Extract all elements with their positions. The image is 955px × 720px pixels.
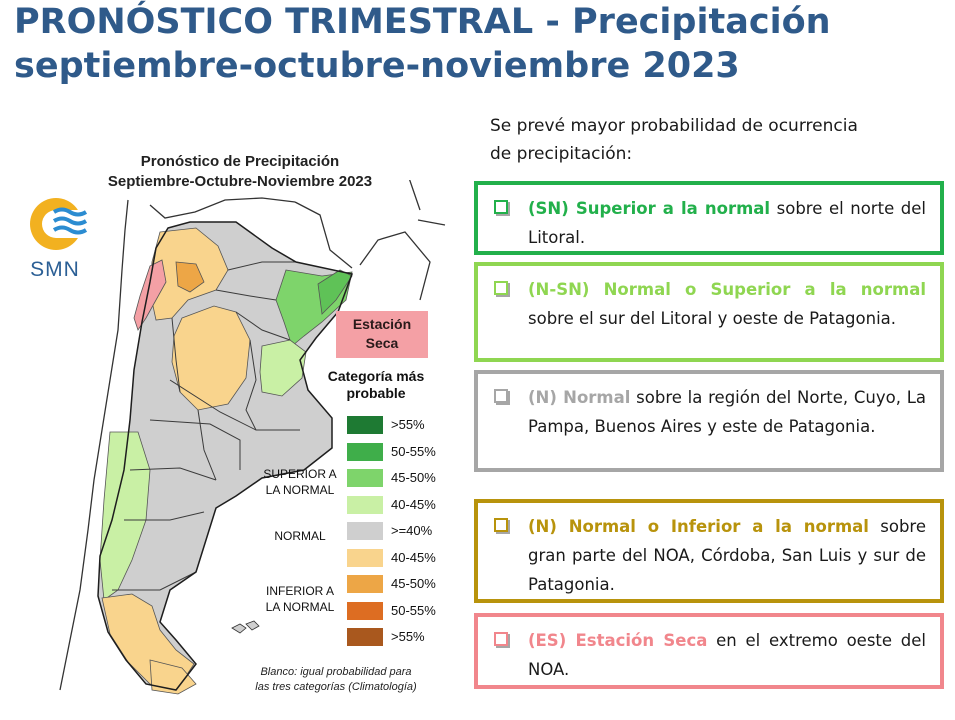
forecast-category: (N-SN) Normal o Superior a la normal [528, 280, 926, 299]
forecast-description: sobre la región del Norte, Cuyo, La Pamp… [528, 388, 927, 436]
forecast-description: sobre gran parte del NOA, Córdoba, San L… [528, 517, 927, 594]
forecast-regions [97, 221, 353, 695]
forecast-category: (ES) Estación Seca [528, 631, 708, 650]
legend-label: 40-45% [391, 496, 436, 512]
forecast-box: (ES) Estación Seca en el extremo oeste d… [474, 613, 944, 689]
dry-season-label: Estación Seca [336, 311, 428, 358]
region-normal-superior-patagonia [99, 431, 151, 601]
legend-swatch [347, 416, 383, 434]
checkbox-bullet-icon [494, 632, 508, 646]
forecast-box-text: (N) Normal o Inferior a la normal sobre … [528, 512, 926, 599]
forecast-box: (N) Normal sobre la región del Norte, Cu… [474, 370, 944, 472]
checkbox-bullet-icon [494, 281, 508, 295]
checkbox-bullet-icon [494, 518, 508, 532]
region-inferior-cordoba [171, 305, 251, 411]
legend-swatch [347, 522, 383, 540]
legend-group-superior: SUPERIOR A LA NORMAL [263, 467, 337, 497]
forecast-description: sobre el sur del Litoral y oeste de Pata… [528, 309, 897, 328]
legend-swatch [347, 575, 383, 593]
forecast-box: (N-SN) Normal o Superior a la normal sob… [474, 262, 944, 362]
map-title: Pronóstico de Precipitación [140, 153, 340, 170]
map-subtitle: Septiembre-Octubre-Noviembre 2023 [107, 173, 373, 190]
forecast-box: (SN) Superior a la normal sobre el norte… [474, 181, 944, 255]
legend-label: 50-55% [391, 443, 436, 459]
forecast-box-text: (SN) Superior a la normal sobre el norte… [528, 194, 926, 252]
legend-group-normal: NORMAL [274, 529, 326, 543]
argentina-outline [97, 221, 354, 691]
malvinas-islands [231, 620, 260, 634]
legend-swatch [347, 601, 383, 620]
forecast-category: (N) Normal o Inferior a la normal [528, 517, 869, 536]
legend-label: 40-45% [391, 549, 436, 565]
smn-logo-icon [30, 198, 88, 250]
page-title: PRONÓSTICO TRIMESTRAL - Precipitación [14, 2, 831, 42]
legend-label: 45-50% [391, 470, 436, 485]
region-normal-superior-litoral [259, 339, 307, 397]
legend-group-inferior: INFERIOR A LA NORMAL [265, 584, 335, 614]
legend-swatch [347, 548, 383, 567]
region-superior-misiones [317, 269, 353, 315]
legend-label: >=40% [391, 523, 433, 538]
intro-text: Se prevé mayor probabilidad de ocurrenci… [490, 116, 858, 164]
legend-label: >55% [391, 629, 425, 644]
page-subtitle: septiembre-octubre-noviembre 2023 [14, 46, 740, 86]
forecast-box-text: (N-SN) Normal o Superior a la normal sob… [528, 275, 926, 333]
smn-logo-text: SMN [30, 258, 80, 281]
forecast-box-text: (N) Normal sobre la región del Norte, Cu… [528, 383, 926, 441]
region-dry-season [133, 259, 167, 331]
forecast-box: (N) Normal o Inferior a la normal sobre … [474, 499, 944, 603]
forecast-category: (N) Normal [528, 388, 631, 407]
checkbox-bullet-icon [494, 389, 508, 403]
forecast-description: en el extremo oeste del NOA. [528, 631, 926, 679]
legend-label: >55% [391, 417, 425, 432]
forecast-description: sobre el norte del Litoral. [528, 199, 926, 247]
forecast-box-text: (ES) Estación Seca en el extremo oeste d… [528, 626, 926, 684]
legend-swatch [347, 469, 383, 487]
legend-swatch [347, 628, 383, 646]
legend-note: Blanco: igual probabilidad para las tres… [255, 666, 417, 693]
legend-label: 45-50% [391, 576, 436, 591]
argentina-forecast-map [59, 180, 446, 695]
legend-title: Categoría más probable [327, 368, 425, 401]
forecast-category: (SN) Superior a la normal [528, 199, 771, 218]
checkbox-bullet-icon [494, 200, 508, 214]
legend-swatch [347, 495, 383, 514]
region-inferior-noa-dark [175, 261, 205, 293]
legend-swatch [347, 442, 383, 461]
legend-label: 50-55% [391, 602, 436, 618]
province-boundaries [112, 261, 300, 591]
